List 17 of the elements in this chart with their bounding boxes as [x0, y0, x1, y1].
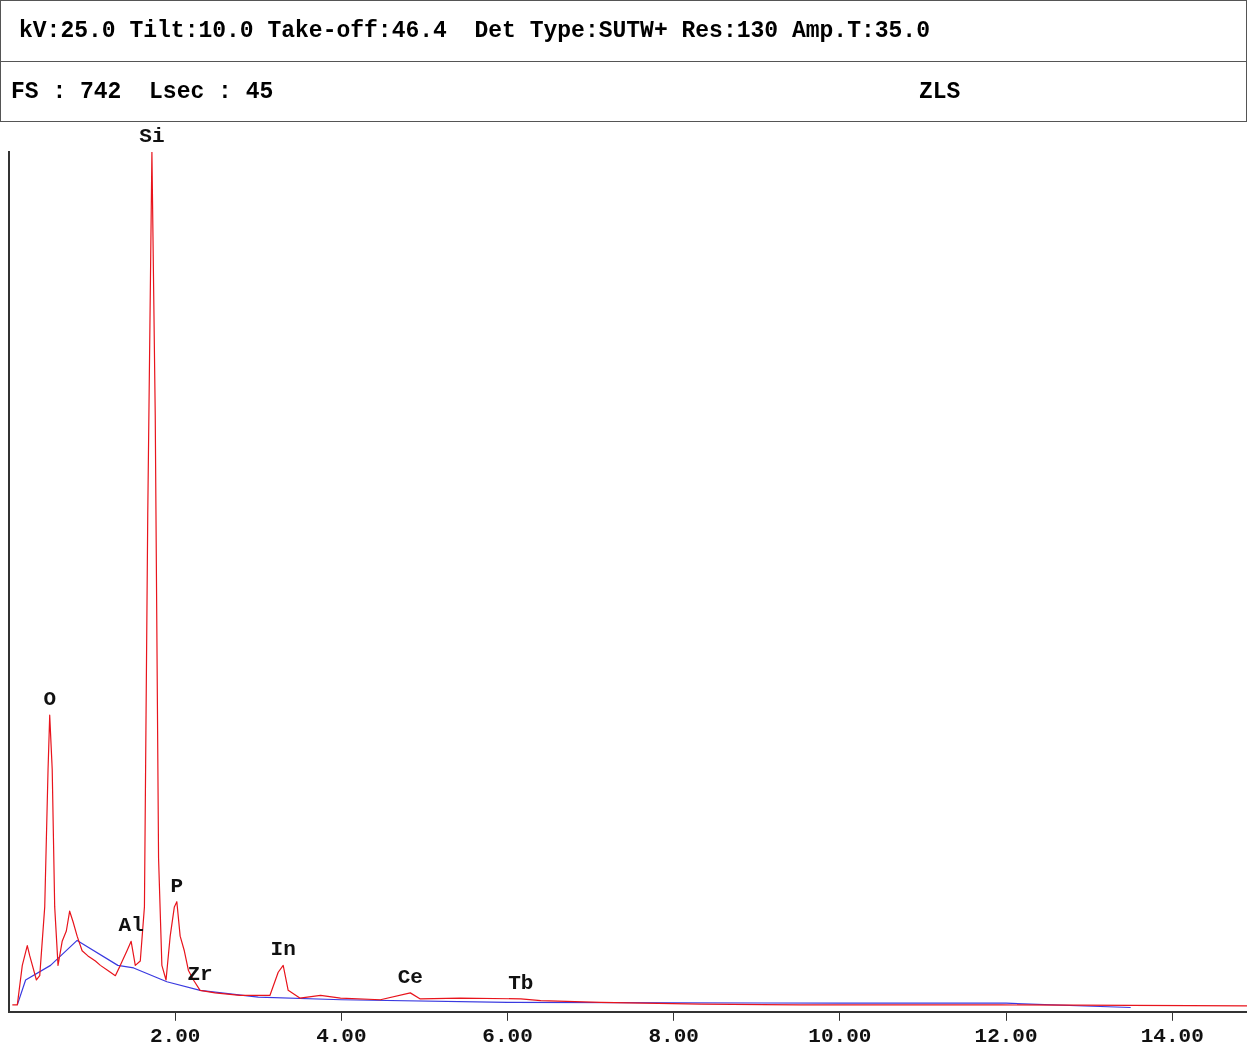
x-tick-label: 14.00 — [1140, 1024, 1204, 1048]
annotation: In — [270, 938, 296, 962]
x-tick-label: 6.00 — [482, 1024, 533, 1048]
annotation: Si — [139, 124, 165, 148]
x-tick-label: 8.00 — [648, 1024, 699, 1048]
annotation: Al — [118, 914, 144, 938]
x-tick-label: 12.00 — [974, 1024, 1038, 1048]
text: ZLS — [919, 78, 961, 105]
chart-title: kV:25.0 Tilt:10.0 Take-off:46.4 Det Type:SUTW+ Res:130 Amp.T:35.0 — [19, 18, 930, 44]
x-tick-label: 2.00 — [149, 1024, 201, 1048]
annotation: Tb — [508, 971, 534, 995]
annotation: P — [170, 874, 184, 898]
x-tick-label: 10.00 — [808, 1024, 872, 1048]
x-tick-label: 4.00 — [316, 1024, 367, 1048]
annotation: O — [43, 687, 57, 711]
chart-subtitle: FS : 742 Lsec : 45 — [11, 78, 274, 105]
annotation: Ce — [397, 965, 423, 989]
